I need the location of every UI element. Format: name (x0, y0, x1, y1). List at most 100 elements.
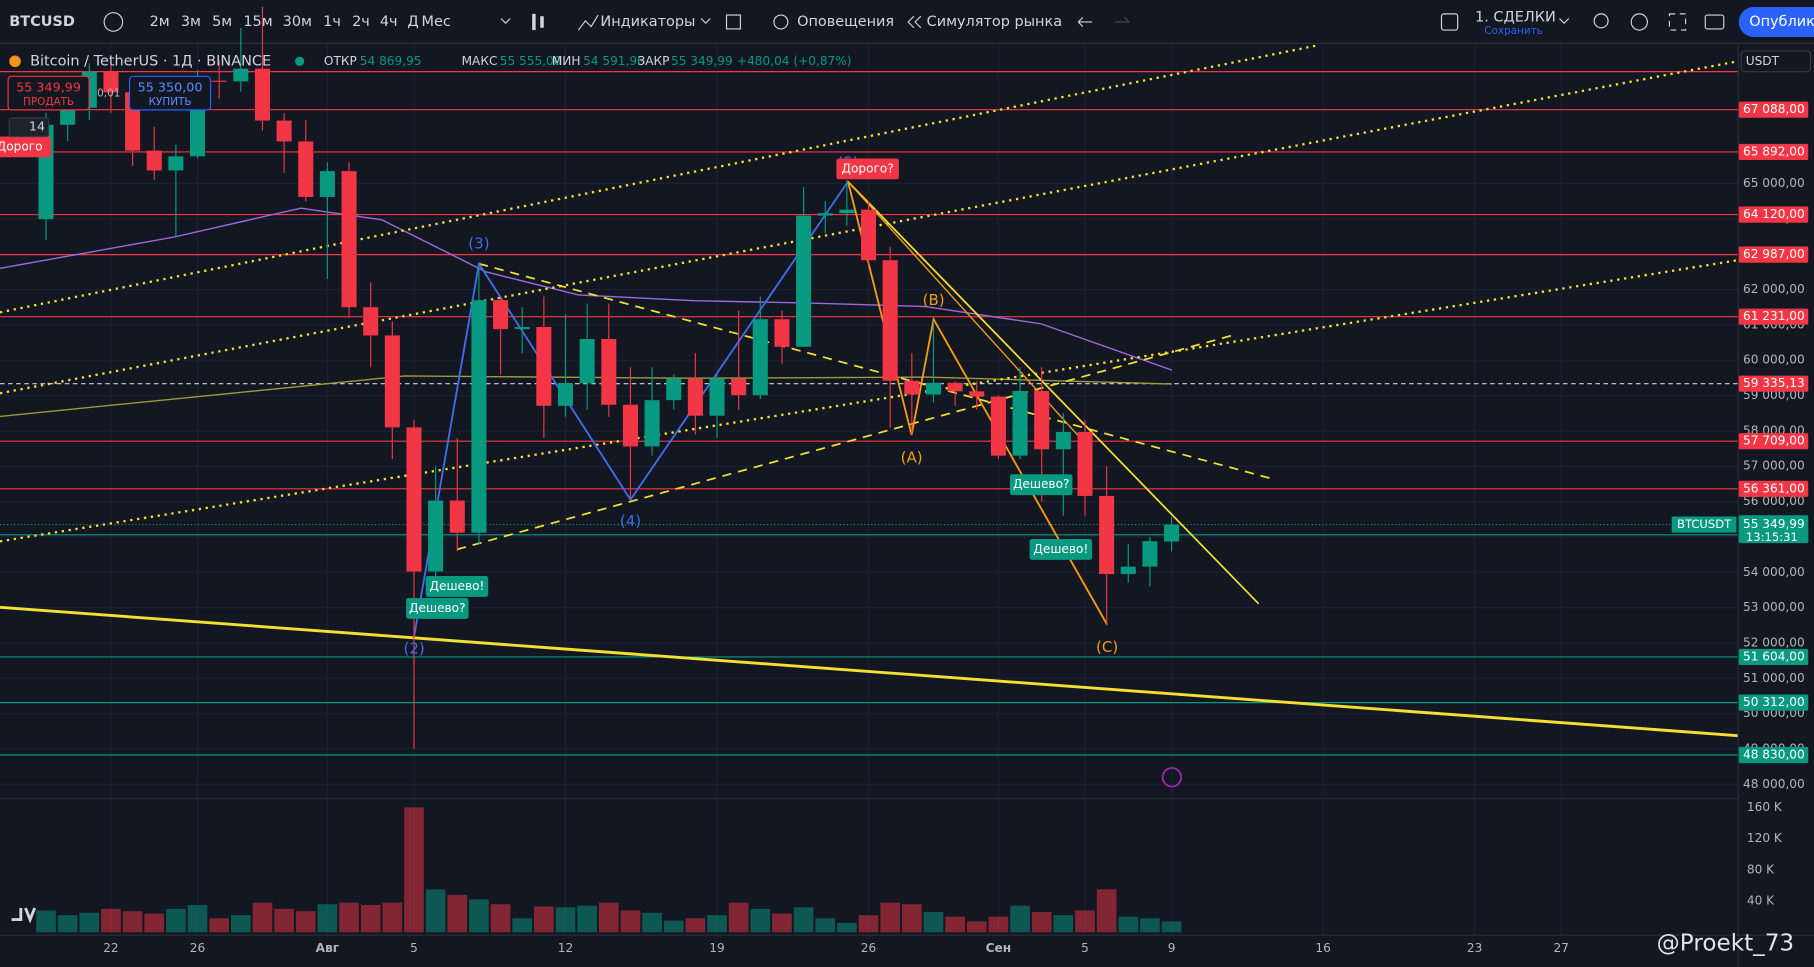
low-value: 54 591,96 (583, 54, 645, 68)
volume-bar (620, 910, 641, 933)
replay[interactable]: Симулятор рынка (927, 14, 1062, 30)
search-icon[interactable] (1593, 13, 1609, 29)
volume-bar (209, 918, 230, 933)
candle-body (861, 209, 877, 261)
candle-body (449, 500, 465, 533)
candle-body (514, 326, 530, 330)
signal-box (1009, 474, 1073, 496)
symbol[interactable]: BTCUSD (9, 14, 75, 30)
interval[interactable]: 30м (283, 14, 312, 30)
volume-bar (707, 915, 727, 933)
buy-price[interactable]: 55 350,00 (138, 79, 203, 94)
volume-bar (295, 911, 316, 933)
interval[interactable]: 1ч (323, 14, 341, 30)
chart-type-icon[interactable] (532, 13, 536, 31)
fullscreen-icon[interactable] (1668, 13, 1687, 31)
x-tick-label: Авг (316, 941, 340, 955)
level-label: 64 120,00 (1743, 207, 1805, 221)
interval[interactable]: 4ч (380, 14, 398, 30)
candle-body (233, 68, 249, 82)
x-tick-label: 19 (709, 941, 724, 955)
volume-bar (923, 911, 944, 933)
undo[interactable] (1077, 16, 1093, 28)
wave-label: (A) (901, 449, 923, 467)
volume-bar (685, 918, 706, 933)
currency[interactable]: USDT (1746, 54, 1780, 68)
level-label-box (1738, 433, 1809, 450)
sell-label[interactable]: ПРОДАТЬ (23, 96, 74, 108)
interval[interactable]: 5м (212, 14, 232, 30)
level-label: 50 312,00 (1743, 695, 1805, 709)
replay-icon (907, 15, 922, 29)
alerts[interactable]: Оповещения (797, 14, 894, 30)
chevron[interactable] (1559, 18, 1570, 24)
y-tick-label: 52 000,00 (1743, 635, 1805, 649)
candle-body (1077, 431, 1093, 496)
level-label: 61 231,00 (1743, 309, 1805, 323)
candle-body (1012, 390, 1028, 456)
candle-body (1034, 390, 1050, 450)
wave-label: (4) (620, 512, 641, 530)
save[interactable]: Сохранить (1484, 25, 1543, 37)
candle-body (839, 209, 855, 214)
channel-line (0, 43, 1320, 314)
buy-label[interactable]: КУПИТЬ (149, 96, 192, 108)
moving-average (0, 207, 1173, 371)
sell-button[interactable] (7, 75, 90, 111)
candle-body (146, 150, 162, 171)
volume-bar (512, 918, 533, 933)
chart-type-icon (540, 16, 544, 28)
publish[interactable]: Опублико (1749, 14, 1814, 30)
volume-bar (966, 921, 987, 933)
candle-body (363, 307, 379, 336)
redo[interactable] (1115, 16, 1130, 23)
logo[interactable] (11, 907, 37, 924)
volume-bar (858, 915, 879, 933)
interval[interactable]: 2ч (352, 14, 370, 30)
chevron[interactable] (700, 18, 711, 24)
candle-body (276, 120, 292, 142)
y-tick-label: 51 000,00 (1743, 671, 1805, 685)
currency-box[interactable] (1740, 50, 1812, 73)
sell-price[interactable]: 55 349,99 (16, 79, 81, 94)
volume-bar (122, 911, 143, 933)
candle-body (428, 500, 444, 572)
chevron[interactable] (500, 18, 511, 24)
event-icon[interactable] (1161, 767, 1183, 788)
interval[interactable]: Мес (422, 14, 451, 30)
screenshot-icon[interactable] (1704, 14, 1725, 30)
buy-button[interactable] (128, 75, 212, 111)
last-price: 55 349,99 (1743, 517, 1805, 531)
interval[interactable]: Д (407, 14, 418, 30)
candle-body (471, 300, 487, 533)
signal-label: Дешево! (430, 579, 485, 593)
volume-bar (187, 904, 208, 933)
level-label-box (1738, 694, 1809, 711)
layout-name[interactable]: 1. СДЕЛКИ (1475, 9, 1556, 25)
badge-box[interactable] (8, 117, 50, 138)
candle-body (1120, 566, 1136, 575)
toolbar (0, 0, 1814, 43)
add-symbol[interactable] (103, 12, 124, 32)
spread: 0,01 (97, 88, 120, 100)
y-tick-label: 62 000,00 (1743, 282, 1805, 296)
interval[interactable]: 15м (243, 14, 272, 30)
x-tick-label: 5 (1081, 941, 1089, 955)
templates-icon[interactable] (725, 14, 741, 30)
candle-body (1142, 541, 1158, 567)
candle-body (601, 339, 617, 405)
interval[interactable]: 3м (181, 14, 201, 30)
volume-bar (1096, 889, 1117, 933)
candle-body (1055, 431, 1071, 450)
signal-label: Дешево? (409, 601, 466, 615)
publish-button[interactable] (1738, 6, 1814, 38)
settings-icon[interactable] (1630, 13, 1648, 31)
candle-body (947, 382, 963, 392)
badge[interactable]: 14 (29, 119, 45, 134)
indicators[interactable]: Индикаторы (600, 14, 695, 30)
candle-body (969, 391, 985, 397)
volume-bar (945, 916, 965, 933)
interval[interactable]: 2м (150, 14, 170, 30)
layout-icon[interactable] (1440, 13, 1459, 31)
